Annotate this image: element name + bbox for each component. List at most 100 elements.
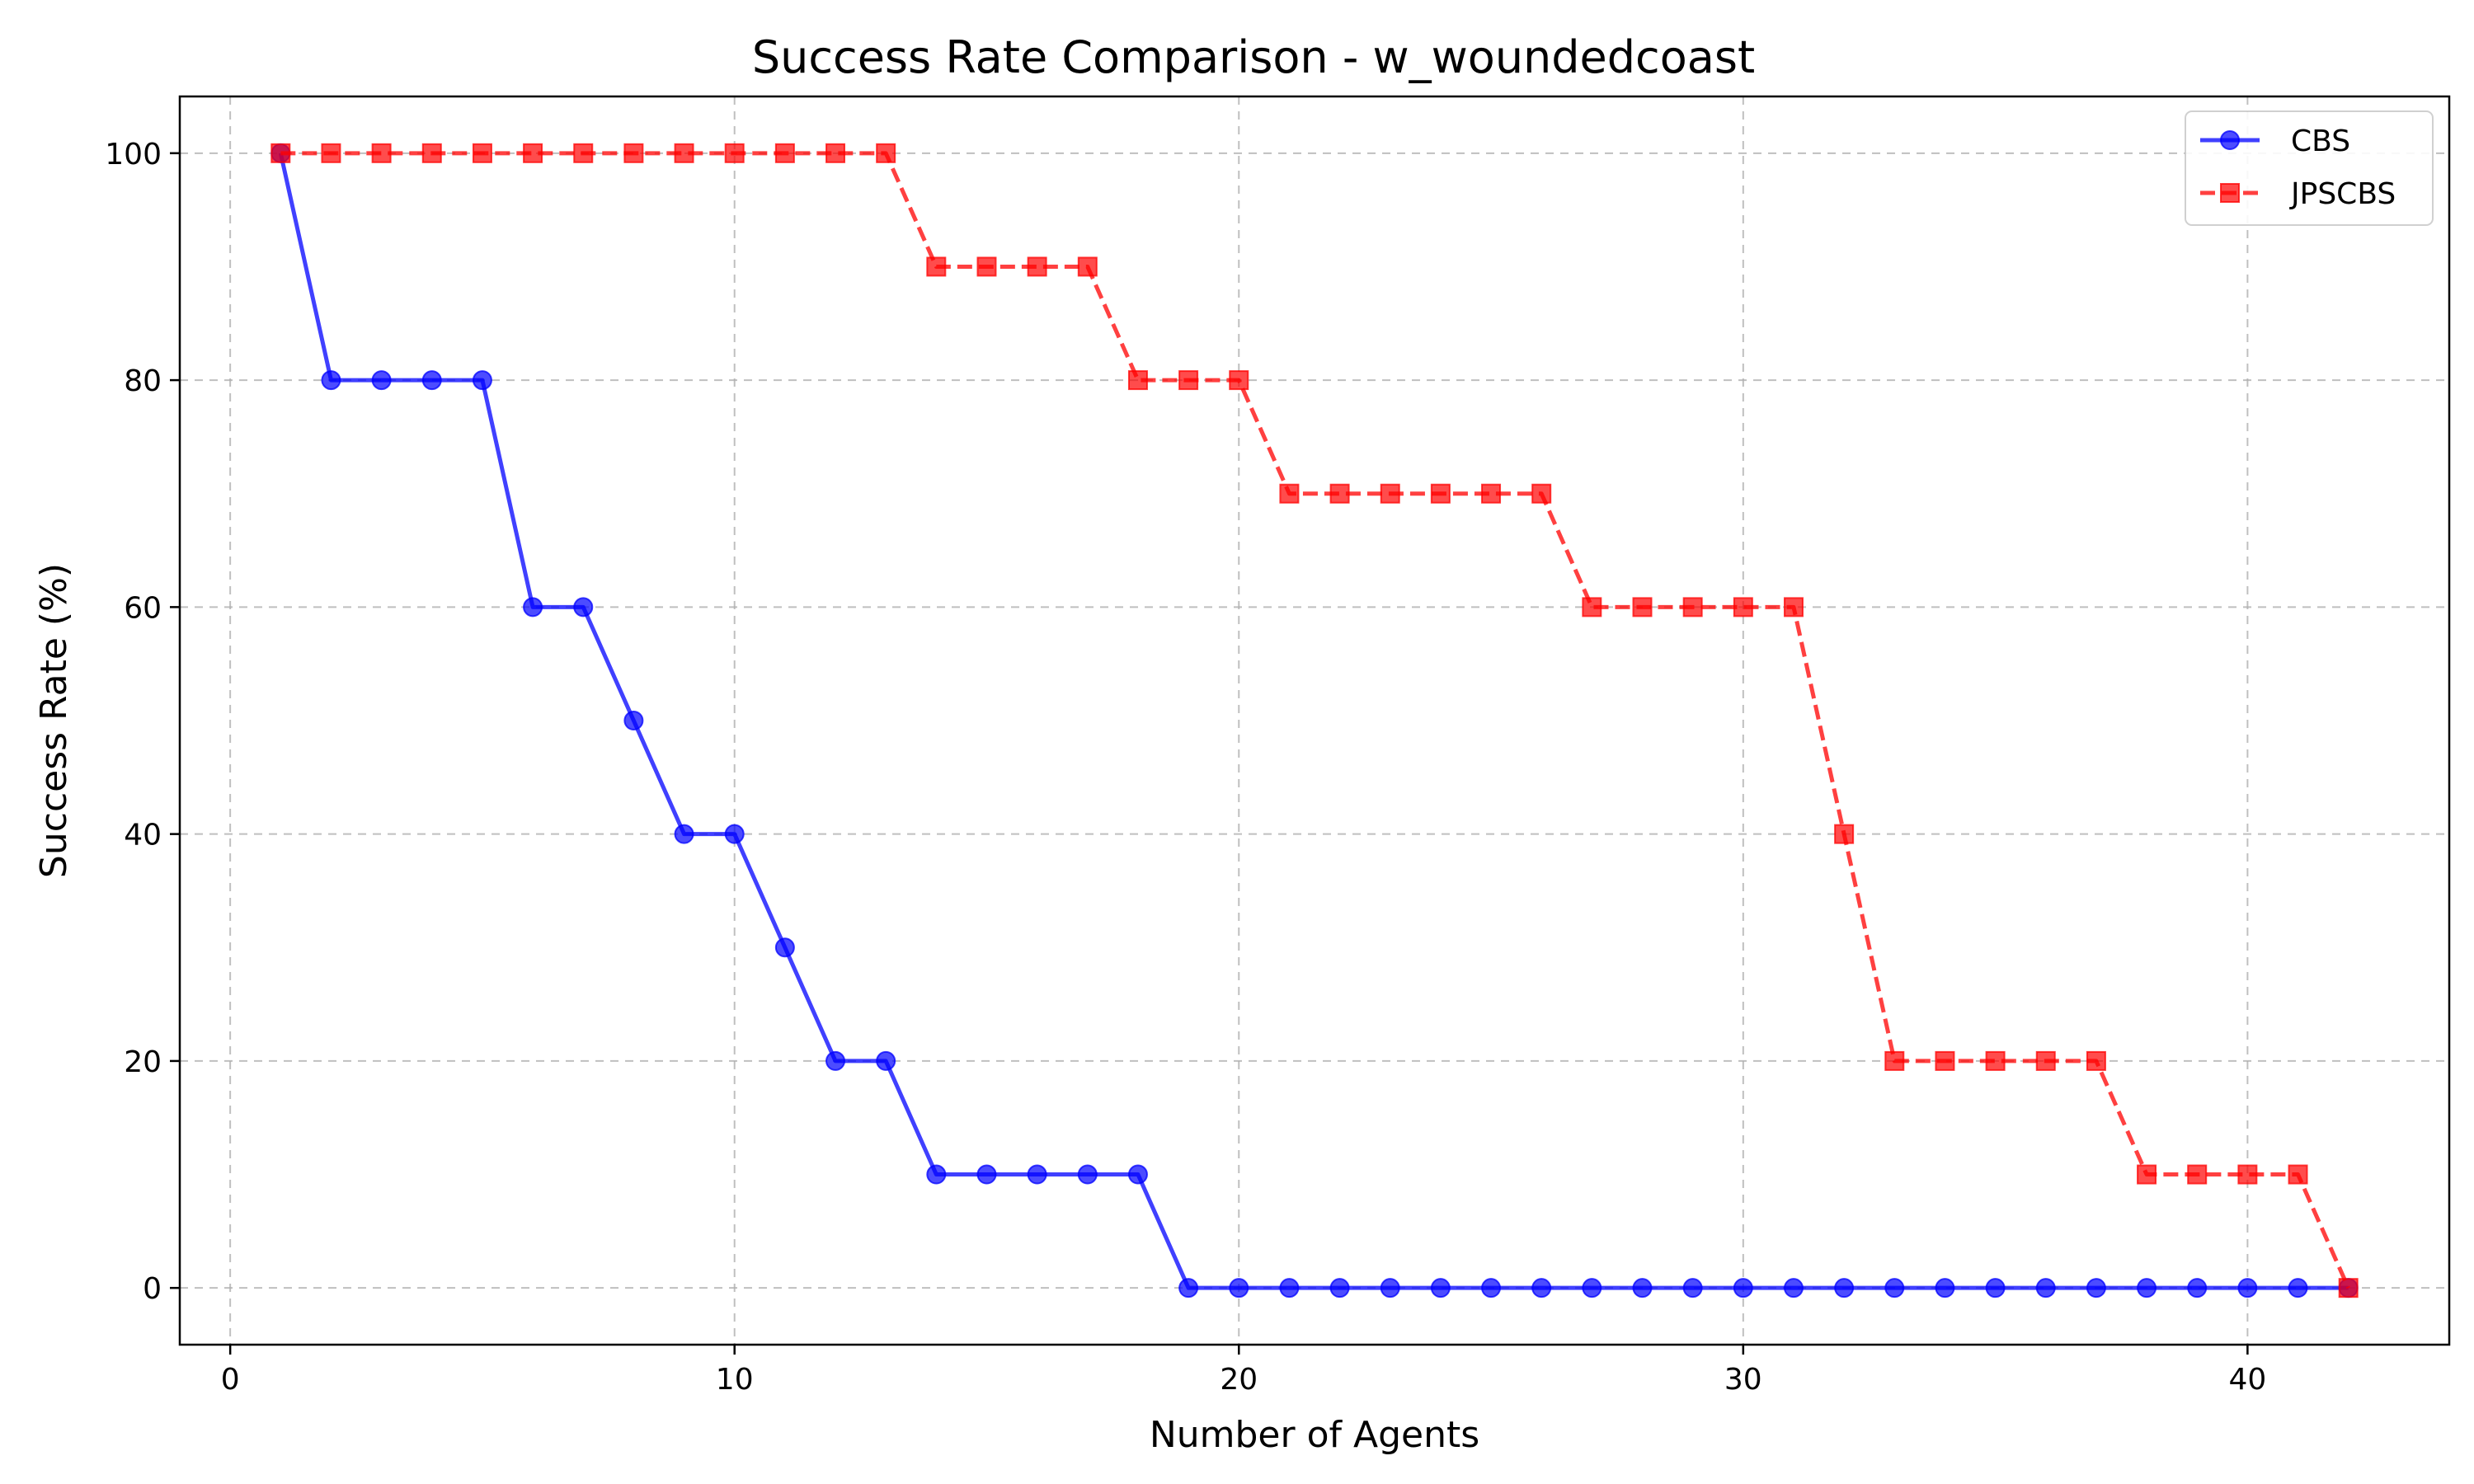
data-point-cbs: [2086, 1278, 2106, 1298]
data-point-cbs: [371, 370, 392, 391]
series-cbs: [270, 143, 2359, 1298]
data-point-jpscbs: [1027, 256, 1047, 277]
x-tick-label: 20: [1220, 1363, 1258, 1397]
legend-marker-jpscbs: [2220, 183, 2240, 203]
data-point-jpscbs: [1279, 483, 1300, 504]
data-point-cbs: [926, 1164, 947, 1185]
series-layer: [270, 143, 2359, 1298]
y-tick-label: 40: [124, 819, 162, 852]
data-point-jpscbs: [2187, 1164, 2208, 1185]
data-point-cbs: [1077, 1164, 1098, 1185]
data-point-cbs: [1632, 1278, 1653, 1298]
data-point-jpscbs: [2237, 1164, 2258, 1185]
data-point-cbs: [1884, 1278, 1905, 1298]
data-point-jpscbs: [421, 143, 442, 163]
data-point-jpscbs: [674, 143, 694, 163]
data-point-cbs: [472, 370, 492, 391]
data-point-jpscbs: [270, 143, 291, 163]
chart-title: Success Rate Comparison - w_woundedcoast: [752, 31, 1755, 83]
x-tick-label: 0: [221, 1363, 240, 1397]
data-point-jpscbs: [1582, 597, 1602, 618]
data-point-jpscbs: [2086, 1050, 2106, 1071]
data-point-cbs: [523, 597, 543, 618]
data-point-cbs: [1178, 1278, 1199, 1298]
data-point-cbs: [1935, 1278, 1955, 1298]
plot-frame: [178, 95, 2451, 1346]
legend-item-cbs: CBS: [2200, 124, 2350, 158]
data-point-jpscbs: [1127, 370, 1148, 391]
grid: [180, 96, 2449, 1345]
data-point-cbs: [1027, 1164, 1047, 1185]
data-point-cbs: [321, 370, 341, 391]
data-point-jpscbs: [1329, 483, 1350, 504]
data-point-jpscbs: [1430, 483, 1451, 504]
legend-items: CBS JPSCBS: [2200, 124, 2396, 211]
data-point-cbs: [1783, 1278, 1804, 1298]
x-tick-label: 10: [716, 1363, 754, 1397]
data-point-jpscbs: [1834, 824, 1855, 844]
series-line-cbs: [278, 153, 2349, 1290]
legend-item-jpscbs: JPSCBS: [2200, 177, 2396, 211]
x-tick-label: 40: [2228, 1363, 2266, 1397]
data-point-jpscbs: [2035, 1050, 2056, 1071]
data-point-cbs: [1985, 1278, 2006, 1298]
data-point-jpscbs: [1783, 597, 1804, 618]
data-point-cbs: [825, 1050, 846, 1071]
y-tick-label: 80: [124, 364, 162, 398]
data-point-jpscbs: [523, 143, 543, 163]
data-point-jpscbs: [1935, 1050, 1955, 1071]
data-point-cbs: [1229, 1278, 1249, 1298]
data-point-jpscbs: [1178, 370, 1199, 391]
data-point-cbs: [1127, 1164, 1148, 1185]
data-point-jpscbs: [573, 143, 594, 163]
data-point-jpscbs: [1481, 483, 1502, 504]
data-point-jpscbs: [1682, 597, 1703, 618]
data-point-jpscbs: [1985, 1050, 2006, 1071]
data-point-jpscbs: [1884, 1050, 1905, 1071]
data-point-jpscbs: [724, 143, 745, 163]
data-point-cbs: [421, 370, 442, 391]
data-point-cbs: [724, 824, 745, 844]
data-point-cbs: [573, 597, 594, 618]
legend-marker-cbs: [2220, 130, 2240, 150]
data-point-cbs: [674, 824, 694, 844]
data-point-cbs: [2237, 1278, 2258, 1298]
data-point-cbs: [2137, 1278, 2157, 1298]
data-point-jpscbs: [1077, 256, 1098, 277]
ticks: 0 10 20 30 40 0 20 40 60 80 100: [105, 138, 2266, 1397]
data-point-cbs: [2187, 1278, 2208, 1298]
data-point-cbs: [1834, 1278, 1855, 1298]
data-point-jpscbs: [1531, 483, 1552, 504]
data-point-jpscbs: [774, 143, 795, 163]
data-point-jpscbs: [472, 143, 492, 163]
data-point-jpscbs: [2137, 1164, 2157, 1185]
data-point-jpscbs: [321, 143, 341, 163]
data-point-cbs: [1430, 1278, 1451, 1298]
data-point-cbs: [1329, 1278, 1350, 1298]
data-point-jpscbs: [1632, 597, 1653, 618]
y-tick-label: 0: [143, 1272, 162, 1306]
x-tick-label: 30: [1724, 1363, 1762, 1397]
data-point-cbs: [1279, 1278, 1300, 1298]
data-point-jpscbs: [1380, 483, 1400, 504]
data-point-jpscbs: [976, 256, 997, 277]
data-point-cbs: [1582, 1278, 1602, 1298]
y-tick-label: 20: [124, 1045, 162, 1079]
data-point-jpscbs: [876, 143, 896, 163]
data-point-cbs: [1682, 1278, 1703, 1298]
data-point-cbs: [1733, 1278, 1753, 1298]
data-point-jpscbs: [1229, 370, 1249, 391]
y-tick-label: 100: [105, 138, 162, 171]
data-point-cbs: [774, 937, 795, 958]
y-tick-label: 60: [124, 591, 162, 625]
data-point-cbs: [623, 711, 644, 730]
legend: CBS JPSCBS: [2185, 110, 2434, 226]
data-point-cbs: [1380, 1278, 1400, 1298]
data-point-cbs: [1531, 1278, 1552, 1298]
x-axis-label: Number of Agents: [1150, 1414, 1479, 1456]
data-point-jpscbs: [2288, 1164, 2308, 1185]
data-point-cbs: [976, 1164, 997, 1185]
data-point-jpscbs: [1733, 597, 1753, 618]
